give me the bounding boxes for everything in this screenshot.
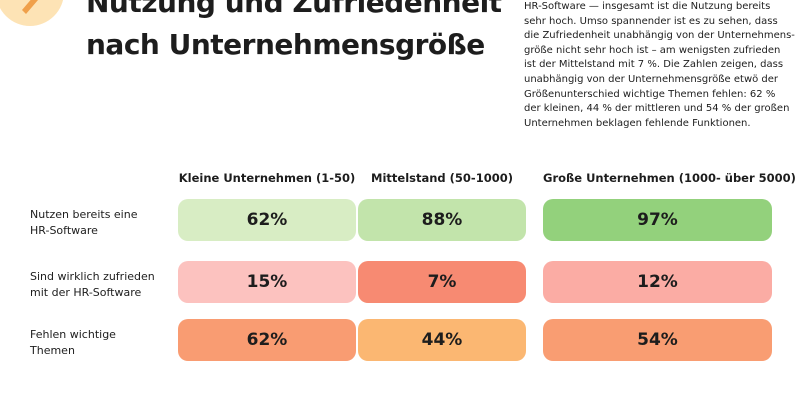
intro-line: sehr hoch. Umso spannender ist es zu seh… (524, 15, 778, 27)
cell: 15% (178, 261, 356, 303)
cell: 62% (178, 199, 356, 241)
intro-line: Größenunterschied wichtige Themen fehlen… (524, 88, 776, 100)
cell: 7% (358, 261, 526, 303)
row-label: Sind wirklich zufrieden (30, 270, 155, 283)
title-line: nach Unternehmensgröße (86, 28, 485, 61)
column-header: Mittelstand (50-1000) (371, 171, 513, 185)
row-label: HR-Software (30, 224, 98, 237)
intro-line: unabhängig von der Unternehmensgröße etw… (524, 74, 779, 85)
cell: 54% (543, 319, 772, 361)
cell: 44% (358, 319, 526, 361)
row-label: mit der HR-Software (30, 286, 142, 299)
intro-line: ist der Mittelstand mit 7 %. Die Zahlen … (524, 59, 784, 71)
column-header: Kleine Unternehmen (1-50) (178, 171, 356, 185)
icon (0, 0, 64, 26)
column-header: Große Unternehmen (1000- über 5000) (543, 171, 796, 185)
cell: 12% (543, 261, 772, 303)
row-label: Fehlen wichtige (30, 328, 116, 341)
intro-line: Unternehmen beklagen fehlende Funktionen… (524, 117, 751, 129)
intro-line: der kleinen, 44 % der mittleren und 54 %… (524, 103, 790, 115)
intro-line: die Zufriedenheit unabhängig von der Unt… (524, 30, 795, 42)
cell: 62% (178, 319, 356, 361)
cell: 88% (358, 199, 526, 241)
row-label: Nutzen bereits eine (30, 208, 138, 221)
intro-line: größe nicht sehr hoch ist – am wenigsten… (524, 44, 781, 56)
intro-line: HR-Software — insgesamt ist die Nutzung … (524, 1, 771, 12)
title-line: Nutzung und Zufriedenheit (86, 0, 502, 19)
row-label: Themen (30, 344, 75, 357)
cell: 97% (543, 199, 772, 241)
